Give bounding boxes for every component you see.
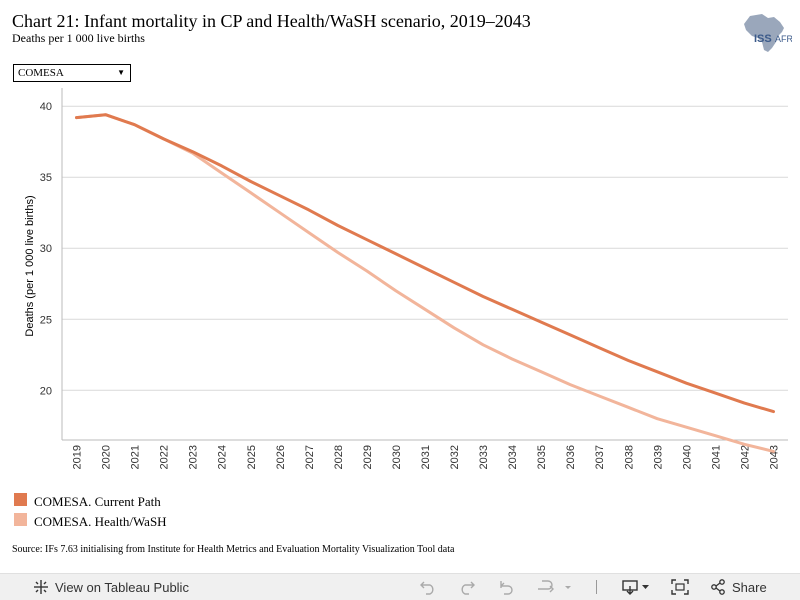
x-tick-label: 2042 — [739, 445, 751, 469]
revert-icon — [500, 581, 513, 595]
x-tick-label: 2024 — [217, 445, 229, 469]
chevron-down-icon: ▼ — [117, 68, 125, 77]
dropdown-selected-value: COMESA — [18, 67, 64, 79]
x-tick-label: 2028 — [333, 445, 345, 469]
x-tick-label: 2038 — [623, 445, 635, 469]
legend-item-current-path[interactable]: COMESA. Current Path — [14, 492, 167, 512]
logo-text-suffix: AFRICA — [775, 34, 792, 44]
iss-africa-logo: ISS AFRICA — [738, 12, 800, 56]
x-tick-label: 2035 — [536, 445, 548, 469]
legend-item-health-wash[interactable]: COMESA. Health/WaSH — [14, 512, 167, 532]
source-note: Source: IFs 7.63 initialising from Insti… — [12, 544, 455, 555]
y-tick-label: 30 — [40, 243, 52, 255]
x-tick-label: 2022 — [159, 445, 171, 469]
y-tick-label: 35 — [40, 172, 52, 184]
legend-label-health-wash: COMESA. Health/WaSH — [34, 514, 167, 529]
legend-swatch-health-wash — [14, 512, 27, 526]
series-line-health-wash — [75, 113, 775, 453]
revert-button[interactable] — [498, 574, 516, 600]
x-tick-label: 2026 — [275, 445, 287, 469]
refresh-button[interactable] — [536, 574, 572, 600]
x-tick-label: 2027 — [304, 445, 316, 469]
share-label: Share — [732, 579, 767, 595]
x-tick-label: 2036 — [565, 445, 577, 469]
redo-icon — [461, 581, 475, 595]
x-tick-label: 2041 — [710, 445, 722, 469]
refresh-icon — [538, 580, 571, 593]
y-tick-label: 25 — [40, 314, 52, 326]
x-tick-label: 2021 — [130, 445, 142, 469]
fullscreen-icon — [671, 579, 689, 595]
share-button[interactable]: Share — [710, 574, 767, 600]
x-tick-label: 2033 — [478, 445, 490, 469]
x-tick-label: 2025 — [246, 445, 258, 469]
x-tick-label: 2029 — [362, 445, 374, 469]
tableau-logo-icon — [34, 580, 48, 594]
undo-button[interactable] — [419, 574, 437, 600]
fullscreen-button[interactable] — [671, 574, 689, 600]
x-tick-label: 2019 — [72, 445, 84, 469]
logo-text: ISS — [754, 33, 772, 45]
x-tick-label: 2037 — [594, 445, 606, 469]
x-tick-label: 2043 — [768, 445, 780, 469]
chart-title: Chart 21: Infant mortality in CP and Hea… — [12, 11, 531, 31]
x-tick-label: 2020 — [101, 445, 113, 469]
x-tick-label: 2032 — [449, 445, 461, 469]
redo-button[interactable] — [458, 574, 476, 600]
x-tick-label: 2031 — [420, 445, 432, 469]
share-icon — [711, 579, 725, 595]
y-axis-title: Deaths (per 1 000 live births) — [24, 195, 36, 336]
y-tick-label: 40 — [40, 101, 52, 113]
view-on-tableau-button[interactable]: View on Tableau Public — [33, 574, 189, 600]
legend: COMESA. Current Path COMESA. Health/WaSH — [14, 492, 167, 532]
africa-map-icon — [744, 14, 784, 52]
legend-swatch-current-path — [14, 492, 27, 506]
series-line-current-path — [75, 113, 775, 414]
x-tick-label: 2039 — [652, 445, 664, 469]
toolbar-divider — [596, 580, 597, 594]
view-on-tableau-label: View on Tableau Public — [55, 579, 189, 595]
download-button[interactable] — [622, 574, 652, 600]
undo-icon — [420, 581, 434, 595]
chart-subtitle: Deaths per 1 000 live births — [12, 31, 145, 45]
x-tick-label: 2034 — [507, 445, 519, 469]
legend-label-current-path: COMESA. Current Path — [34, 494, 161, 509]
x-tick-label: 2040 — [681, 445, 693, 469]
x-tick-label: 2023 — [188, 445, 200, 469]
x-tick-label: 2030 — [391, 445, 403, 469]
download-icon — [622, 580, 649, 595]
y-tick-label: 20 — [40, 385, 52, 397]
tableau-toolbar: View on Tableau Public — [0, 573, 800, 600]
region-filter-dropdown[interactable]: COMESA ▼ — [13, 64, 131, 82]
